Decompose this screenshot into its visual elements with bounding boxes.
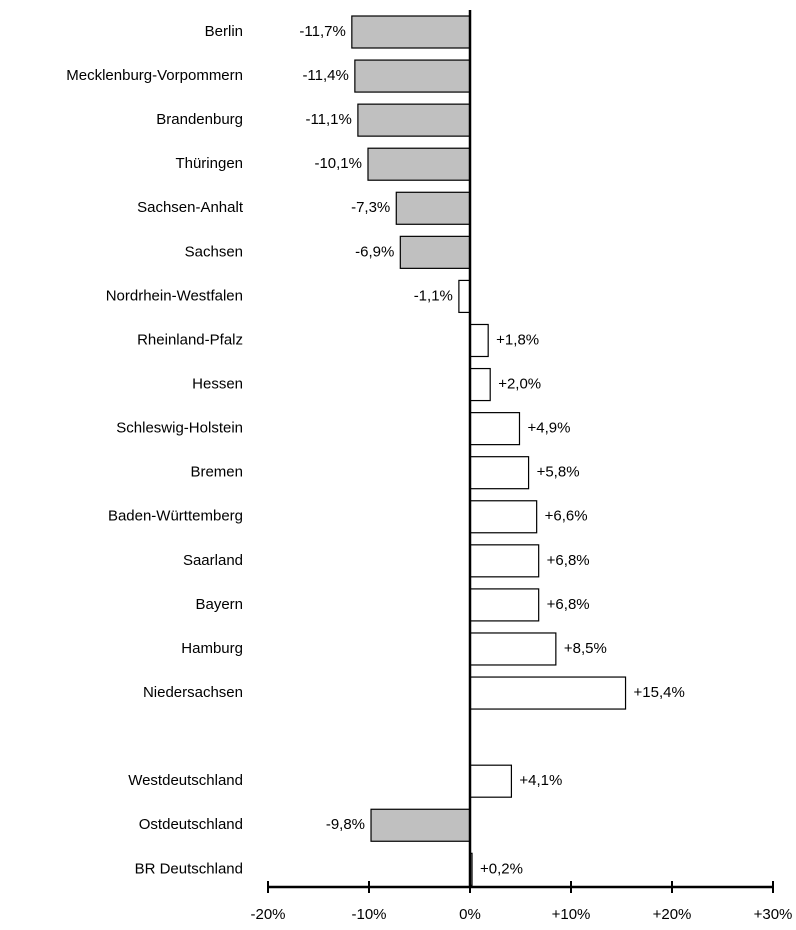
bar <box>469 323 489 358</box>
x-tick-label: +20% <box>653 906 692 923</box>
y-tick-label: Westdeutschland <box>128 772 243 789</box>
value-label: +0,2% <box>480 860 523 877</box>
value-label: -7,3% <box>351 199 390 216</box>
bar <box>469 544 540 578</box>
y-tick-label: Brandenburg <box>156 111 243 128</box>
value-label: +5,8% <box>537 464 580 481</box>
y-tick-label: Ostdeutschland <box>139 816 243 833</box>
y-tick-label: Rheinland-Pfalz <box>137 331 243 348</box>
y-tick-label: Sachsen <box>185 243 243 260</box>
bar <box>458 279 471 314</box>
value-label: -10,1% <box>314 155 362 172</box>
y-tick-label: Berlin <box>205 23 243 40</box>
bar <box>469 367 491 402</box>
value-label: +6,8% <box>547 596 590 613</box>
value-label: +4,1% <box>519 772 562 789</box>
y-tick-label: Bayern <box>195 596 243 613</box>
y-tick-label: Niedersachsen <box>143 684 243 701</box>
bar <box>469 764 513 798</box>
bar <box>354 59 471 93</box>
y-tick-label: Schleswig-Holstein <box>116 420 243 437</box>
y-tick-label: BR Deutschland <box>135 860 243 877</box>
value-label: +6,6% <box>545 508 588 525</box>
value-label: +4,9% <box>527 420 570 437</box>
y-tick-label: Bremen <box>190 464 243 481</box>
value-label: -11,4% <box>302 67 348 84</box>
value-label: +1,8% <box>496 331 539 348</box>
bar <box>469 588 540 622</box>
y-tick-label: Mecklenburg-Vorpommern <box>66 67 243 84</box>
y-tick-label: Hamburg <box>181 640 243 657</box>
x-tick-label: -10% <box>351 906 386 923</box>
bar <box>469 500 538 534</box>
bar <box>469 632 557 666</box>
x-tick-label: +10% <box>552 906 591 923</box>
value-label: -9,8% <box>326 816 365 833</box>
bar <box>357 103 471 137</box>
y-tick-label: Thüringen <box>175 155 243 172</box>
bar <box>370 808 471 842</box>
value-label: -1,1% <box>414 287 453 304</box>
bar <box>469 456 530 490</box>
y-tick-label: Saarland <box>183 552 243 569</box>
bar <box>469 412 521 446</box>
value-label: +15,4% <box>634 684 685 701</box>
bar <box>469 676 627 710</box>
bar <box>395 191 471 225</box>
bar <box>399 235 471 269</box>
value-label: -6,9% <box>355 243 394 260</box>
value-label: -11,7% <box>299 23 345 40</box>
y-tick-label: Baden-Württemberg <box>108 508 243 525</box>
bar <box>351 15 471 49</box>
value-label: +6,8% <box>547 552 590 569</box>
y-tick-label: Nordrhein-Westfalen <box>106 287 243 304</box>
y-tick-label: Sachsen-Anhalt <box>137 199 244 216</box>
value-label: +2,0% <box>498 376 541 393</box>
y-tick-label: Hessen <box>192 376 243 393</box>
x-tick-label: -20% <box>250 906 285 923</box>
x-tick-label: 0% <box>459 906 481 923</box>
x-tick-label: +30% <box>754 906 793 923</box>
value-label: +8,5% <box>564 640 607 657</box>
value-label: -11,1% <box>305 111 351 128</box>
bar <box>367 147 471 181</box>
